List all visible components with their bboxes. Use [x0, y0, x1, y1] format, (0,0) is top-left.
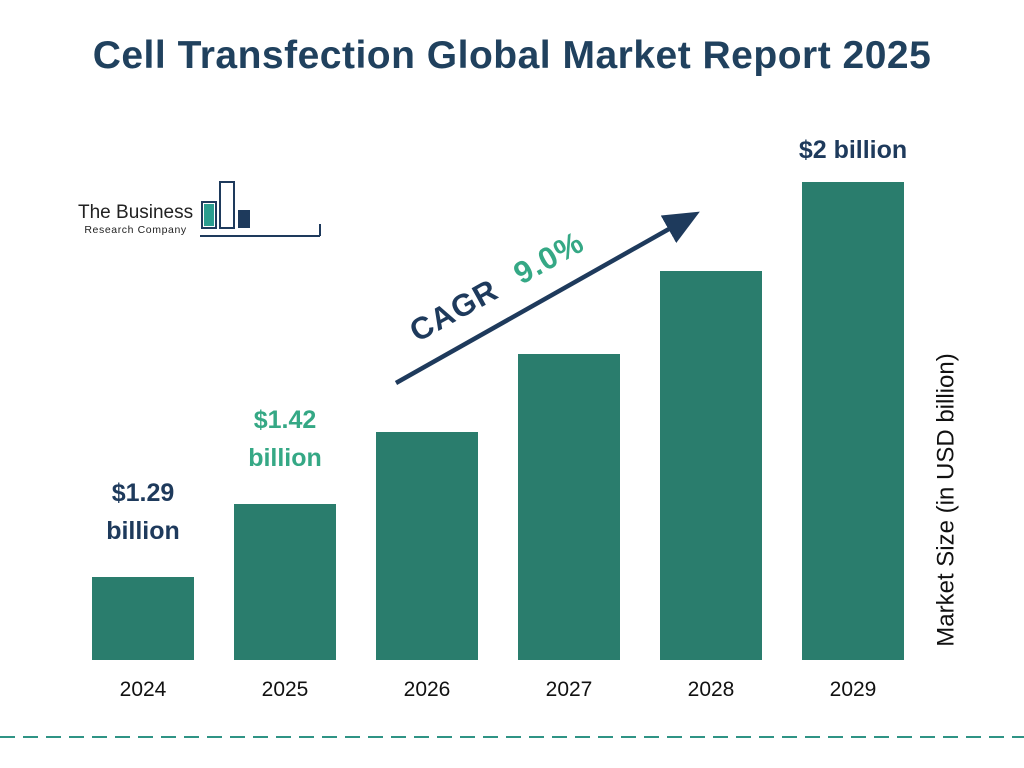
- bar: [660, 271, 762, 660]
- bar-column-2025: 2025 $1.42 billion: [234, 180, 336, 701]
- bar-value-label: $1.42 billion: [175, 401, 395, 479]
- bar: [234, 504, 336, 660]
- company-logo: The Business Research Company: [72, 180, 321, 250]
- bar-value-line: $1.29: [111, 478, 175, 507]
- bar-column-2027: 2027: [518, 180, 620, 701]
- x-tick-label: 2024: [119, 678, 167, 701]
- bar-column-2024: 2024 $1.29 billion: [92, 180, 194, 701]
- bottom-dashed-divider: [0, 736, 1024, 738]
- logo-bar-chart-icon: [200, 180, 350, 247]
- bar: [518, 354, 620, 660]
- logo-text-line1: The Business: [78, 202, 194, 223]
- x-tick-label: 2025: [261, 678, 309, 701]
- bar-value-line: billion: [106, 517, 180, 546]
- bar-column-2029: 2029 $2 billion: [799, 136, 907, 701]
- bar-column-2026: 2026: [376, 180, 478, 701]
- bar: [376, 432, 478, 660]
- bar-value-line: $1.42: [253, 405, 317, 434]
- x-tick-label: 2029: [829, 678, 877, 701]
- y-axis-label: Market Size (in USD billion): [932, 353, 959, 647]
- bar-value-label: $1.29 billion: [33, 474, 253, 552]
- bar-column-2028: 2028: [660, 180, 762, 701]
- bar: [92, 577, 194, 660]
- bar-value-label: $2 billion: [743, 131, 963, 170]
- logo-text: The Business Research Company: [78, 202, 193, 236]
- x-tick-label: 2026: [403, 678, 451, 701]
- logo-text-line2: Research Company: [84, 224, 187, 236]
- bar-value-line: $2 billion: [798, 136, 908, 165]
- x-tick-label: 2027: [545, 678, 593, 701]
- bar-chart-columns: 2024 $1.29 billion 2025 $1.42 billion 2026 2027…: [92, 136, 907, 701]
- bar-chart: 2024 $1.29 billion 2025 $1.42 billion 2026 2027…: [92, 136, 907, 701]
- bar-value-line: billion: [248, 444, 322, 473]
- bar: [802, 182, 904, 660]
- x-tick-label: 2028: [687, 678, 735, 701]
- page-title: Cell Transfection Global Market Report 2…: [92, 34, 932, 77]
